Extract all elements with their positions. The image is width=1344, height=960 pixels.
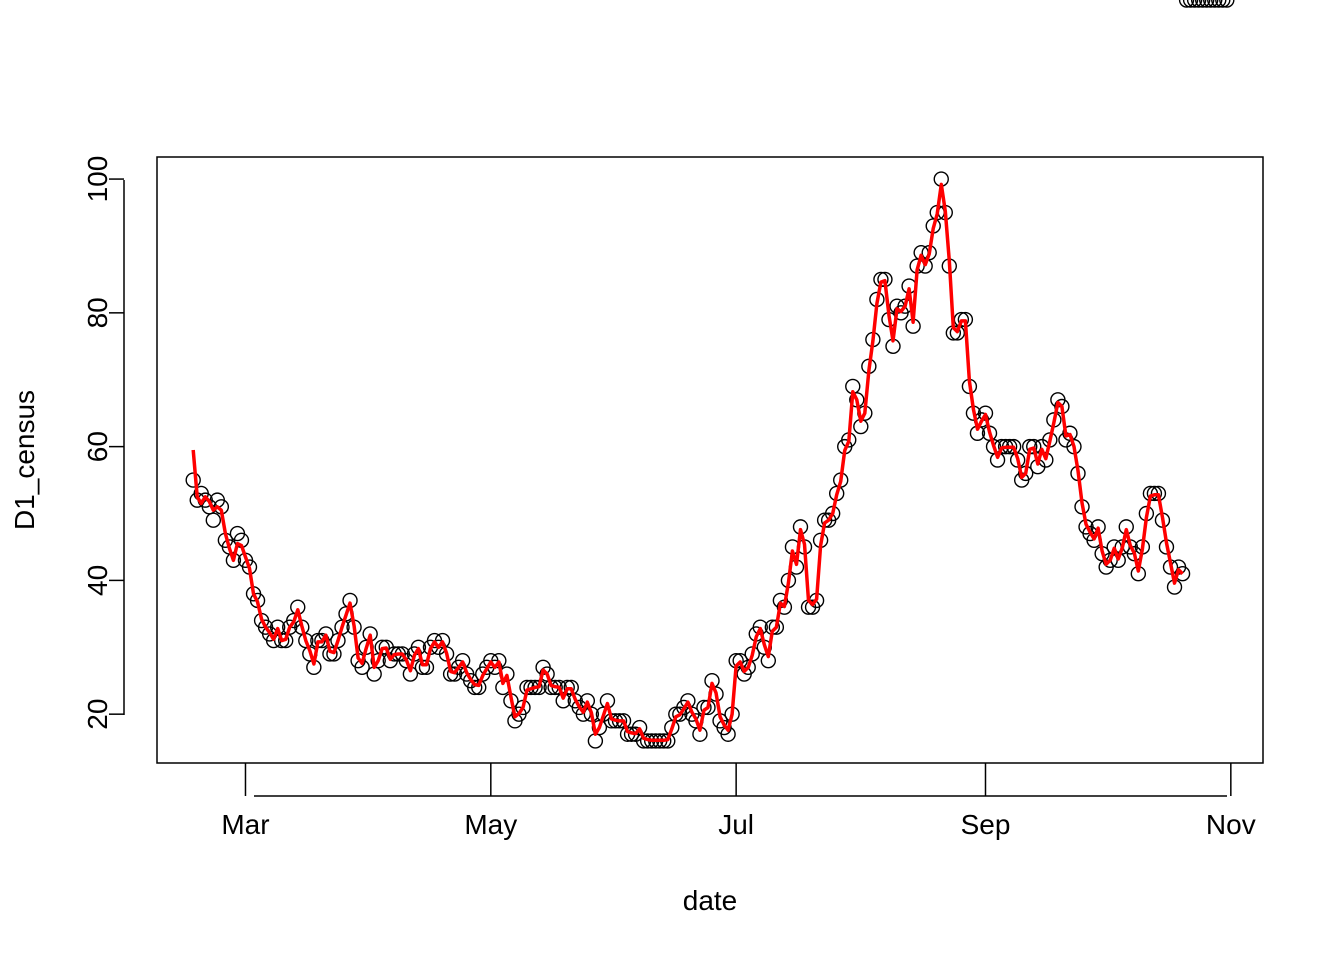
data-point: [1190, 0, 1207, 8]
data-point: [1009, 452, 1026, 468]
y-tick-label: 80: [82, 297, 113, 328]
x-axis-label: date: [683, 885, 738, 916]
data-point: [185, 472, 201, 488]
data-point: [1178, 0, 1195, 8]
data-point: [1182, 0, 1199, 8]
data-point: [1215, 0, 1231, 8]
smooth-line: [191, 182, 1184, 743]
x-tick-label: Nov: [1206, 809, 1256, 840]
y-tick-label: 40: [82, 565, 113, 596]
data-point: [587, 733, 604, 749]
data-point: [467, 679, 483, 696]
x-axis-ticks: Mar May Jul Sep Nov: [221, 763, 1256, 840]
data-point: [527, 679, 543, 696]
data-point: [374, 639, 390, 655]
x-tick-label: Sep: [961, 809, 1011, 840]
data-point: [1219, 0, 1235, 8]
data-point: [1203, 0, 1219, 8]
data-point: [1186, 0, 1203, 8]
y-tick-label: 20: [82, 699, 113, 730]
plot-frame: [156, 156, 1264, 764]
data-point: [744, 646, 760, 662]
data-points: [185, 0, 1235, 749]
data-point: [1207, 0, 1223, 8]
data-point: [1211, 0, 1227, 8]
x-tick-label: May: [464, 809, 517, 840]
data-point: [547, 679, 563, 696]
data-point: [1146, 485, 1163, 502]
y-tick-label: 100: [82, 156, 113, 203]
y-axis-label: D1_census: [9, 390, 40, 530]
y-tick-label: 60: [82, 431, 113, 462]
y-axis-ticks: 20 40 60 80 100: [82, 156, 124, 730]
data-point: [1194, 0, 1211, 8]
data-point: [205, 512, 222, 528]
data-point: [1198, 0, 1215, 8]
x-tick-label: Jul: [718, 809, 754, 840]
x-tick-label: Mar: [221, 809, 269, 840]
